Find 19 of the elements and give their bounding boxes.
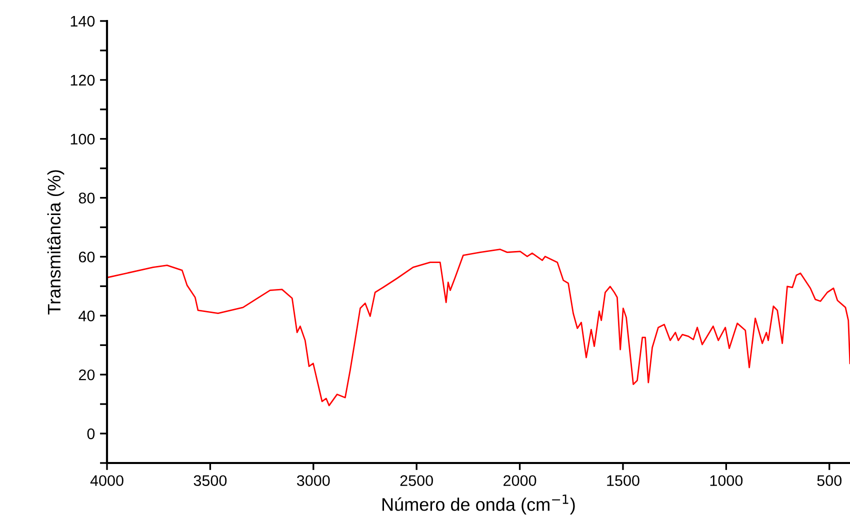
x-tick-label: 2000 (504, 475, 536, 486)
y-tick-label: 20 (78, 369, 95, 380)
y-tick-label: 0 (87, 428, 95, 440)
y-tick-label: 140 (70, 16, 95, 27)
line-series (107, 248, 850, 406)
x-tick-label: 1500 (607, 475, 640, 486)
x-tick-label: 3000 (296, 475, 330, 486)
y-tick-label: 100 (70, 134, 95, 145)
x-tick-label: 500 (817, 475, 842, 486)
x-tick-label: 1000 (710, 475, 743, 486)
y-tick-label: 80 (78, 192, 95, 204)
x-tick-label: 3500 (194, 475, 227, 486)
y-tick-label: 40 (78, 310, 95, 322)
x-axis-title: Número de onda (cm$^{−1}$) (382, 494, 575, 514)
y-tick-label: 120 (70, 74, 95, 86)
y-tick-label: 60 (78, 252, 95, 262)
x-tick-label: 2500 (400, 475, 433, 486)
x-tick-label: 4000 (90, 475, 124, 486)
y-axis-title: Transmitância (%) (47, 170, 64, 314)
